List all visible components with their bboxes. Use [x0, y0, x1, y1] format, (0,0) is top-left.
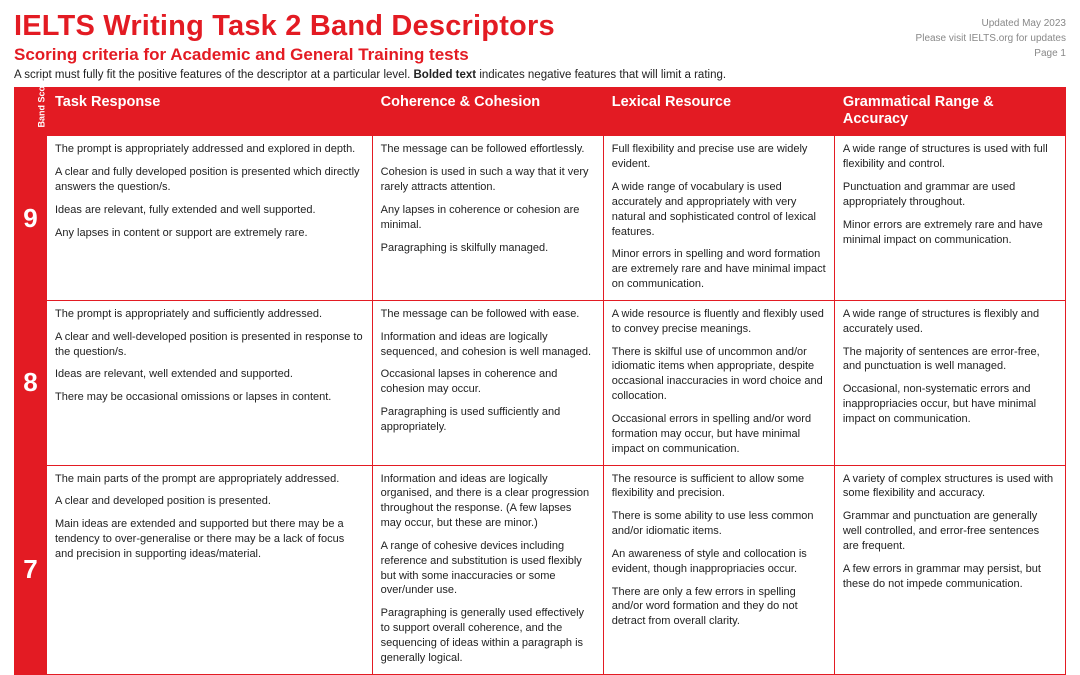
descriptor-paragraph: Occasional, non-systematic errors and in…: [843, 382, 1057, 427]
descriptor-paragraph: Paragraphing is used sufficiently and ap…: [381, 405, 595, 435]
descriptor-paragraph: A wide range of vocabulary is used accur…: [612, 180, 826, 239]
header-left: IELTS Writing Task 2 Band Descriptors Sc…: [14, 10, 555, 65]
col-band-score: Band Score: [15, 88, 47, 136]
meta-visit: Please visit IELTS.org for updates: [916, 31, 1066, 46]
table-row: 9 The prompt is appropriately addressed a…: [15, 136, 1066, 301]
descriptor-paragraph: A clear and developed position is presen…: [55, 494, 364, 509]
descriptor-paragraph: A variety of complex structures is used …: [843, 472, 1057, 502]
table-header-row: Band Score Task Response Coherence & Coh…: [15, 88, 1066, 136]
descriptors-table: Band Score Task Response Coherence & Coh…: [14, 87, 1066, 675]
descriptor-paragraph: The prompt is appropriately addressed an…: [55, 142, 364, 157]
descriptor-paragraph: The prompt is appropriately and sufficie…: [55, 307, 364, 322]
col-task-response: Task Response: [47, 88, 373, 136]
descriptor-paragraph: The message can be followed with ease.: [381, 307, 595, 322]
descriptor-paragraph: A few errors in grammar may persist, but…: [843, 562, 1057, 592]
descriptor-paragraph: Any lapses in coherence or cohesion are …: [381, 203, 595, 233]
descriptor-cell: The main parts of the prompt are appropr…: [47, 465, 373, 674]
header-note: A script must fully fit the positive fea…: [14, 69, 1066, 81]
table-row: 8 The prompt is appropriately and suffici…: [15, 300, 1066, 465]
page-subtitle: Scoring criteria for Academic and Genera…: [14, 45, 555, 65]
descriptor-paragraph: Occasional errors in spelling and/or wor…: [612, 412, 826, 457]
descriptor-paragraph: Information and ideas are logically orga…: [381, 472, 595, 531]
descriptor-paragraph: Paragraphing is skilfully managed.: [381, 241, 595, 256]
col-grammatical-range: Grammatical Range & Accuracy: [834, 88, 1065, 136]
meta-page: Page 1: [916, 46, 1066, 61]
descriptor-paragraph: Grammar and punctuation are generally we…: [843, 509, 1057, 554]
descriptor-cell: The resource is sufficient to allow some…: [603, 465, 834, 674]
descriptor-paragraph: Punctuation and grammar are used appropr…: [843, 180, 1057, 210]
descriptor-paragraph: An awareness of style and collocation is…: [612, 547, 826, 577]
descriptor-cell: Full flexibility and precise use are wid…: [603, 136, 834, 301]
descriptor-paragraph: The main parts of the prompt are appropr…: [55, 472, 364, 487]
descriptor-paragraph: Occasional lapses in coherence and cohes…: [381, 367, 595, 397]
descriptor-paragraph: Information and ideas are logically sequ…: [381, 330, 595, 360]
descriptor-paragraph: There may be occasional omissions or lap…: [55, 390, 364, 405]
descriptor-cell: A wide resource is fluently and flexibly…: [603, 300, 834, 465]
descriptor-paragraph: Ideas are relevant, fully extended and w…: [55, 203, 364, 218]
descriptor-paragraph: Any lapses in content or support are ext…: [55, 226, 364, 241]
header-meta: Updated May 2023 Please visit IELTS.org …: [916, 10, 1066, 61]
band-score-cell: 8: [15, 300, 47, 465]
descriptor-cell: The message can be followed with ease. In…: [372, 300, 603, 465]
band-score-cell: 7: [15, 465, 47, 674]
header-row: IELTS Writing Task 2 Band Descriptors Sc…: [14, 10, 1066, 65]
descriptor-paragraph: There is some ability to use less common…: [612, 509, 826, 539]
descriptor-cell: A variety of complex structures is used …: [834, 465, 1065, 674]
descriptor-paragraph: The majority of sentences are error-free…: [843, 345, 1057, 375]
note-bold: Bolded text: [414, 69, 477, 81]
descriptor-paragraph: There is skilful use of uncommon and/or …: [612, 345, 826, 404]
descriptor-cell: Information and ideas are logically orga…: [372, 465, 603, 674]
descriptor-paragraph: Paragraphing is generally used effective…: [381, 606, 595, 665]
descriptor-cell: The prompt is appropriately and sufficie…: [47, 300, 373, 465]
descriptor-paragraph: A clear and fully developed position is …: [55, 165, 364, 195]
meta-updated: Updated May 2023: [916, 16, 1066, 31]
note-post: indicates negative features that will li…: [476, 69, 726, 81]
descriptor-paragraph: A wide range of structures is used with …: [843, 142, 1057, 172]
descriptor-paragraph: Minor errors in spelling and word format…: [612, 247, 826, 292]
descriptor-cell: A wide range of structures is flexibly a…: [834, 300, 1065, 465]
descriptor-paragraph: A clear and well-developed position is p…: [55, 330, 364, 360]
table-row: 7 The main parts of the prompt are approp…: [15, 465, 1066, 674]
descriptor-paragraph: A wide resource is fluently and flexibly…: [612, 307, 826, 337]
descriptor-cell: The message can be followed effortlessly…: [372, 136, 603, 301]
col-lexical-resource: Lexical Resource: [603, 88, 834, 136]
descriptor-paragraph: The message can be followed effortlessly…: [381, 142, 595, 157]
descriptor-cell: A wide range of structures is used with …: [834, 136, 1065, 301]
col-coherence-cohesion: Coherence & Cohesion: [372, 88, 603, 136]
descriptor-paragraph: Cohesion is used in such a way that it v…: [381, 165, 595, 195]
descriptor-paragraph: A range of cohesive devices including re…: [381, 539, 595, 598]
descriptor-paragraph: Main ideas are extended and supported bu…: [55, 517, 364, 562]
descriptor-paragraph: Minor errors are extremely rare and have…: [843, 218, 1057, 248]
page-title: IELTS Writing Task 2 Band Descriptors: [14, 10, 555, 43]
descriptor-paragraph: A wide range of structures is flexibly a…: [843, 307, 1057, 337]
descriptor-paragraph: The resource is sufficient to allow some…: [612, 472, 826, 502]
descriptor-paragraph: Full flexibility and precise use are wid…: [612, 142, 826, 172]
descriptor-cell: The prompt is appropriately addressed an…: [47, 136, 373, 301]
note-pre: A script must fully fit the positive fea…: [14, 69, 414, 81]
descriptor-paragraph: Ideas are relevant, well extended and su…: [55, 367, 364, 382]
band-score-cell: 9: [15, 136, 47, 301]
